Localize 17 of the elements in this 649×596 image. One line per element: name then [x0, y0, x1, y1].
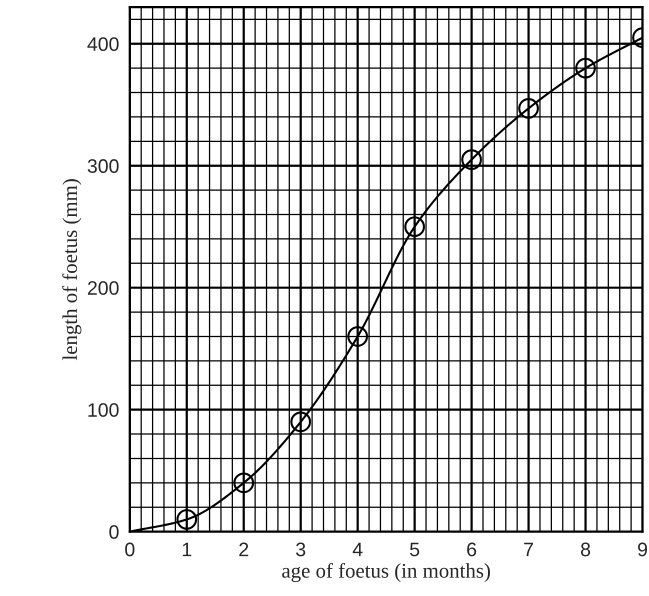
x-tick-label: 3 [296, 542, 306, 556]
x-tick-label: 9 [638, 542, 647, 556]
y-tick-label: 300 [88, 159, 119, 173]
y-tick-label: 100 [88, 403, 119, 417]
x-tick-label: 5 [410, 542, 420, 556]
x-tick-label: 4 [352, 542, 363, 556]
y-tick-label: 400 [87, 37, 119, 51]
y-tick-label: 0 [109, 525, 119, 539]
x-tick-label: 2 [239, 542, 248, 556]
x-tick-label: 7 [524, 542, 534, 556]
x-tick-label: 1 [182, 542, 192, 556]
x-tick-label: 8 [580, 542, 590, 556]
x-axis-title: age of foetus (in months) [282, 562, 490, 582]
y-axis-title: length of foetus (mm) [62, 179, 82, 360]
x-tick-label: 0 [125, 542, 134, 556]
x-tick-label: 6 [467, 542, 476, 556]
y-tick-label: 200 [88, 281, 119, 295]
